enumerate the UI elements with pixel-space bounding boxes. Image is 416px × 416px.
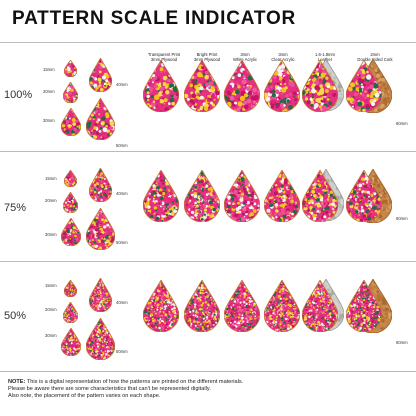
column-header-leather: 1.6-1.8mm Leather [298,52,352,62]
sample-material-4 [264,280,300,332]
size-label-15mm: 15mm [45,283,57,288]
column-header-clear-acrylic: 3mm Clear Acrylic [256,52,310,62]
sample-material-1 [143,170,179,222]
column-header-line: Bright Print [196,52,218,57]
sample-material-1 [143,60,179,112]
size-label-40mm: 40mm [116,300,128,305]
size-label-30mm: 30mm [45,333,57,338]
size-label-50mm: 50mm [116,143,128,148]
sample-40mm [89,58,112,92]
sample-material-5 [302,280,338,332]
sample-50mm [86,208,115,250]
note-line-1: This is a digital representation of how … [25,379,244,385]
scale-label: 100% [4,89,33,101]
column-header-white-acrylic: 3mm White Acrylic [218,52,272,62]
scale-label: 75% [4,202,27,214]
sample-material-6 [346,60,382,112]
note-line-3: Also note, the placement of the pattern … [8,393,161,399]
column-header-line: Double Sided Cork [357,57,393,62]
size-label-40mm: 40mm [116,82,128,87]
sample-material-6 [346,170,382,222]
sample-20mm [63,82,78,103]
sample-material-3 [224,280,260,332]
disclaimer-note: NOTE: This is a digital representation o… [8,379,410,400]
note-label: NOTE: [8,379,26,385]
size-label-50mm: 50mm [116,240,128,245]
sample-15mm [64,60,77,77]
scale-label: 50% [4,310,27,322]
sample-material-3 [224,170,260,222]
sample-material-4 [264,60,300,112]
sample-material-5 [302,60,338,112]
column-header-line: 3mm Plywood [193,57,221,62]
column-header-line: Transparent Print [147,52,181,57]
sample-material-4 [264,170,300,222]
scale-band-100: 100% 15mm 20mm 30mm 40mm 50mm 60mm [0,42,416,152]
size-label-60mm: 60mm [396,216,408,221]
column-header-line: Leather [317,57,333,62]
sample-50mm [86,98,115,140]
size-label-15mm: 15mm [43,67,55,72]
scale-band-75: 75% 15mm 20mm 30mm 40mm 50mm 60mm [0,152,416,262]
size-label-15mm: 15mm [45,176,57,181]
sample-40mm [89,278,112,312]
column-header-line: White Acrylic [233,57,257,62]
sample-50mm [86,318,115,360]
column-header-line: 2mm [370,52,380,57]
sample-material-3 [224,60,260,112]
size-label-30mm: 30mm [45,232,57,237]
sample-30mm [61,218,81,246]
column-header-line: 1.6-1.8mm [314,52,335,57]
size-label-30mm: 30mm [43,118,55,123]
sample-20mm [63,192,78,213]
sample-20mm [63,302,78,323]
sample-15mm [64,170,77,187]
size-label-20mm: 20mm [45,307,57,312]
sample-material-5 [302,170,338,222]
size-label-40mm: 40mm [116,191,128,196]
column-header-line: 3mm Plywood [150,57,178,62]
column-header-line: Clear Acrylic [271,57,295,62]
sample-material-2 [184,280,220,332]
scale-band-50: 50% 15mm 20mm 30mm 40mm 50mm 60mm [0,262,416,372]
size-label-60mm: 60mm [396,121,408,126]
size-label-20mm: 20mm [45,198,57,203]
column-header-bright-plywood: Bright Print 3mm Plywood [180,52,234,62]
material-column-headers: Transparent Print 3mm Plywood Bright Pri… [0,52,416,68]
sample-material-1 [143,280,179,332]
column-header-transparent-plywood: Transparent Print 3mm Plywood [137,52,191,62]
sample-material-6 [346,280,382,332]
column-header-line: 3mm [278,52,288,57]
size-label-20mm: 20mm [43,89,55,94]
size-label-60mm: 60mm [396,340,408,345]
sample-30mm [61,328,81,356]
page-title: PATTERN SCALE INDICATOR [12,8,297,29]
sample-material-2 [184,170,220,222]
column-header-cork: 2mm Double Sided Cork [348,52,402,62]
column-header-line: 3mm [240,52,250,57]
sample-material-2 [184,60,220,112]
sample-15mm [64,280,77,297]
size-label-50mm: 50mm [116,349,128,354]
sample-30mm [61,108,81,136]
note-line-2: Please be aware there are some character… [8,386,211,392]
sample-40mm [89,168,112,202]
